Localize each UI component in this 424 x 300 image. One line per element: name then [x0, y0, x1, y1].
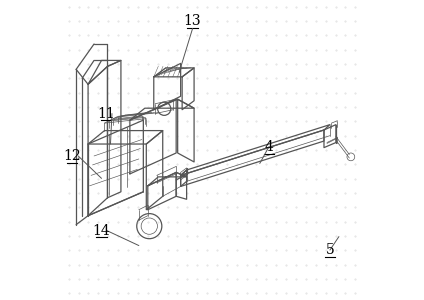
Text: 13: 13	[184, 14, 201, 28]
Text: 14: 14	[92, 224, 110, 238]
Text: 12: 12	[64, 149, 81, 163]
Text: 11: 11	[97, 106, 115, 121]
Text: 4: 4	[264, 140, 273, 154]
Text: 5: 5	[326, 243, 335, 257]
